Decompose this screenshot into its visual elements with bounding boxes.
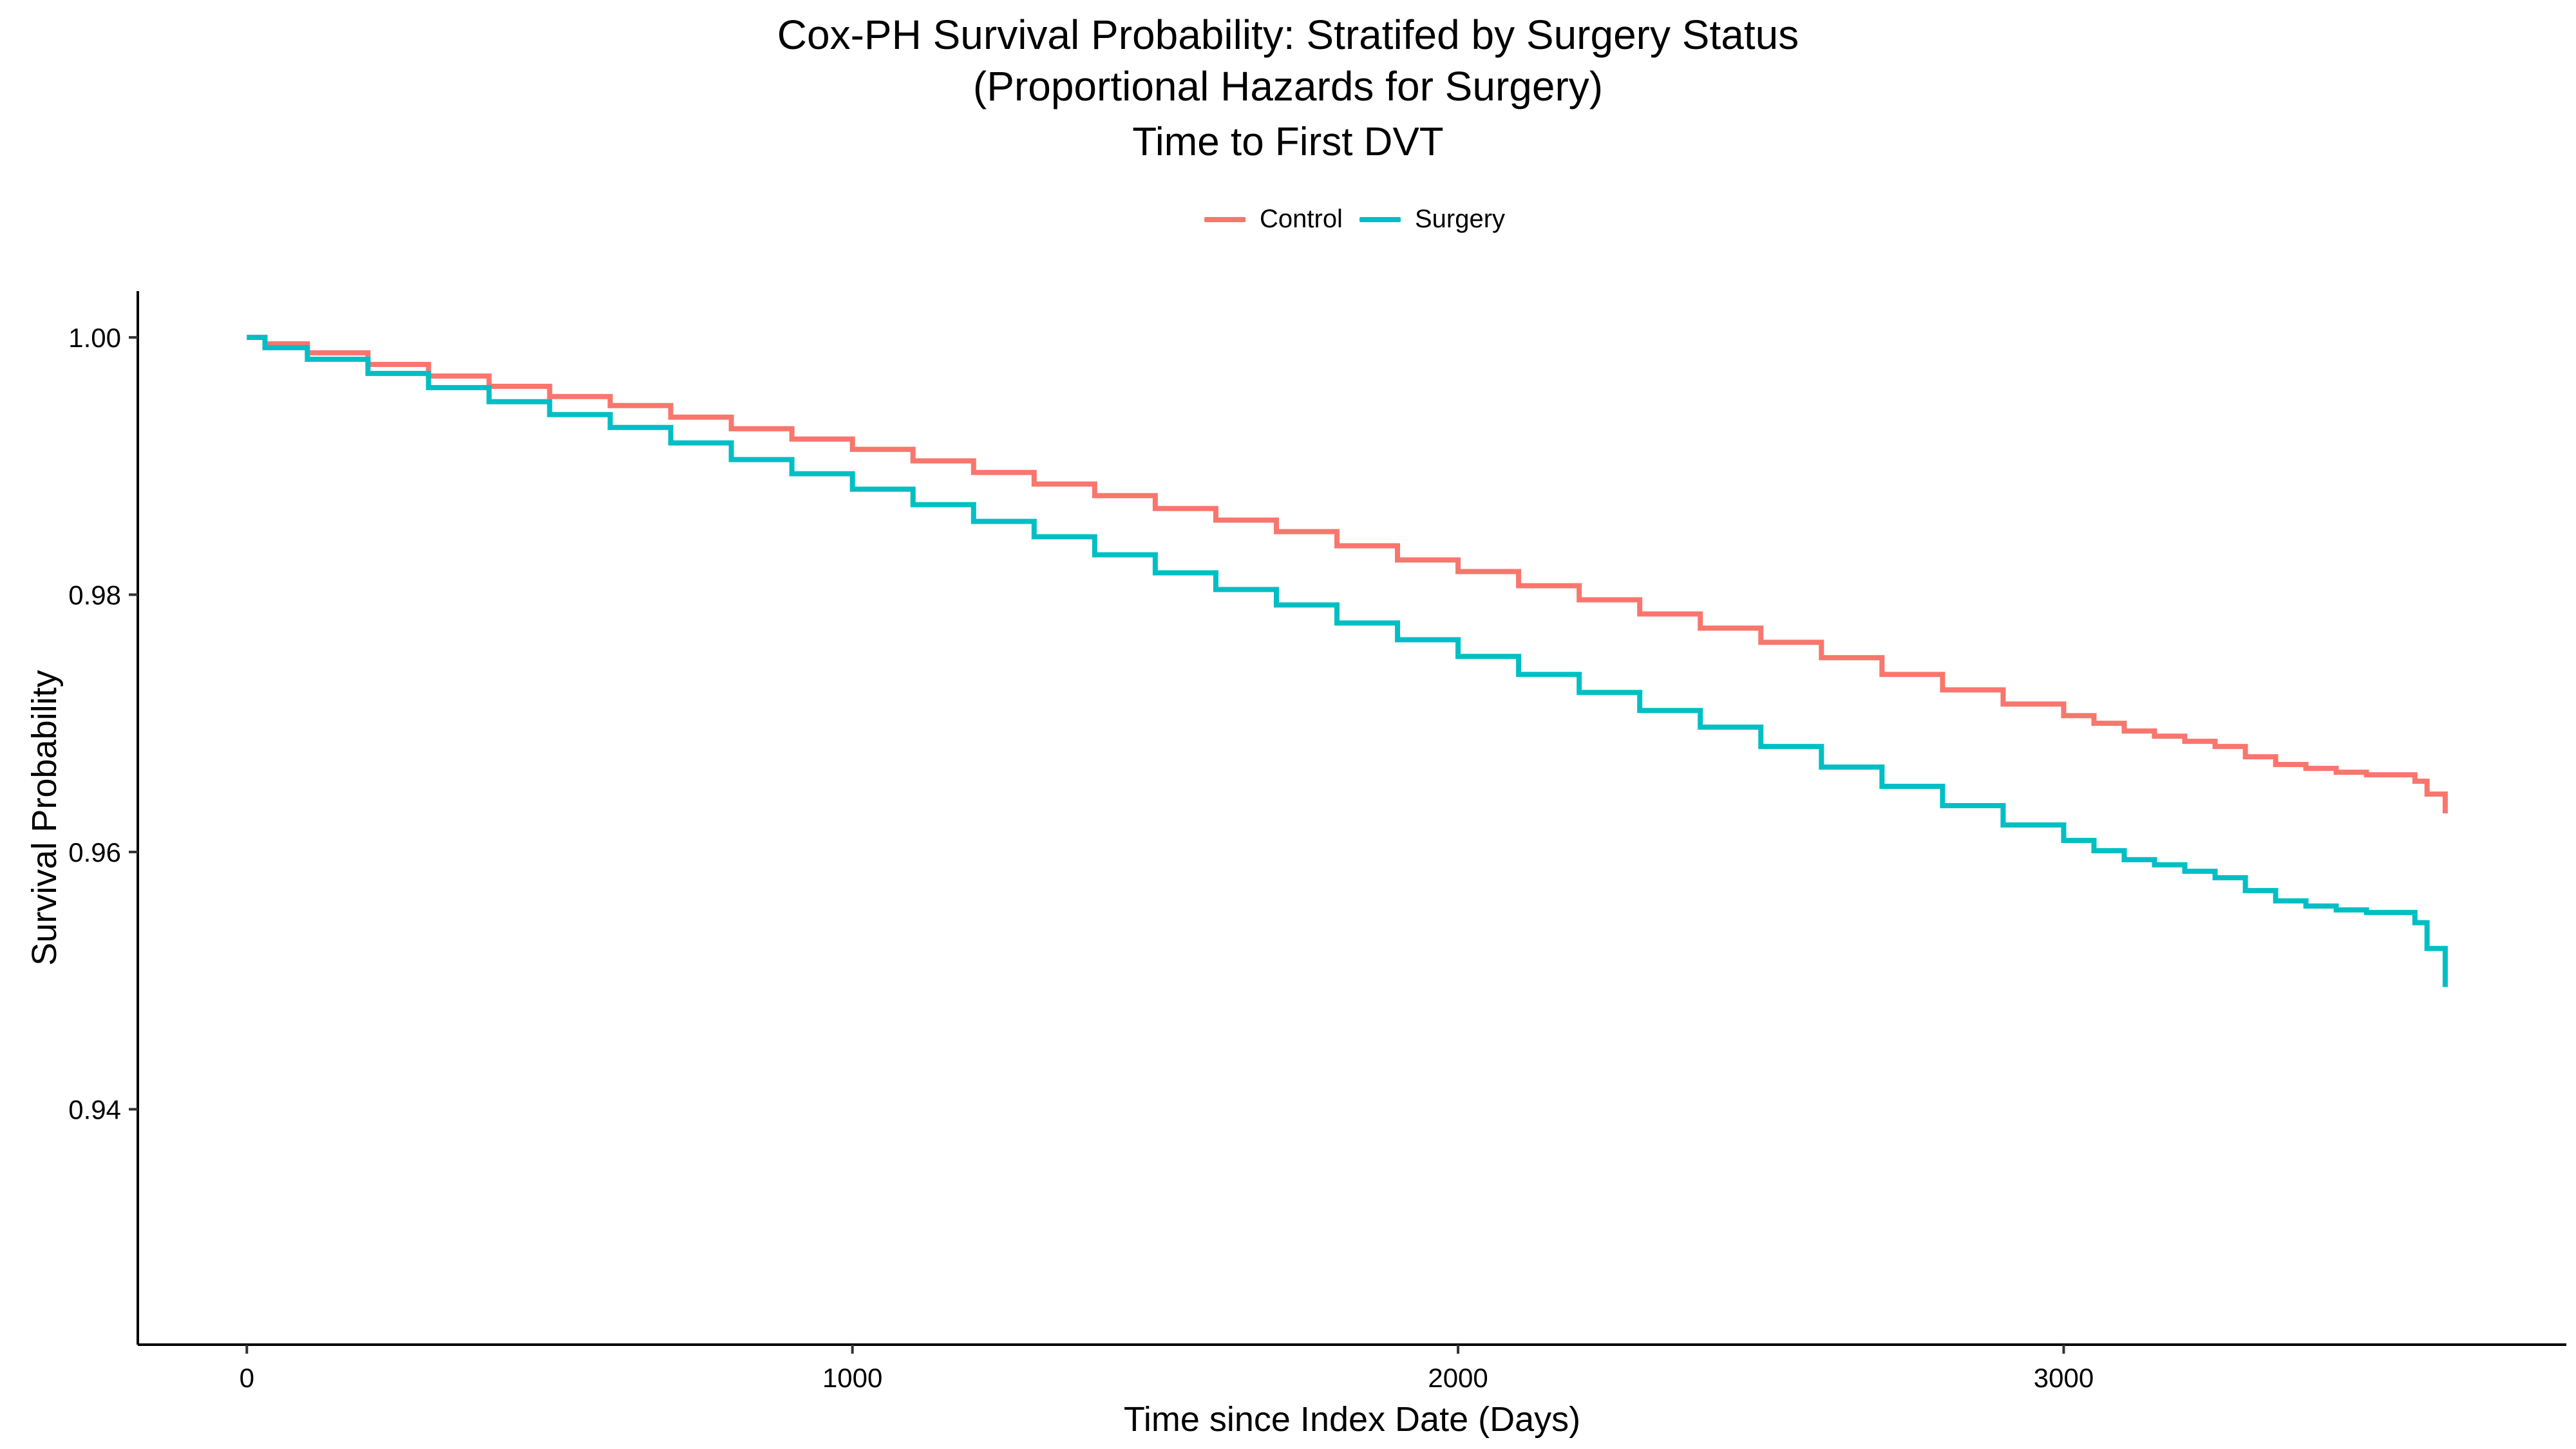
chart-subtitle-2: Time to First DVT (1132, 120, 1444, 164)
y-tick-label: 1.00 (68, 323, 121, 353)
chart-subtitle: (Proportional Hazards for Surgery) (972, 63, 1604, 109)
legend-item-surgery: Surgery (1359, 205, 1505, 234)
series-line-surgery (247, 334, 2448, 987)
legend-item-control: Control (1204, 205, 1343, 234)
series-line-control (247, 334, 2448, 814)
legend-label-surgery: Surgery (1414, 205, 1506, 233)
series-layer (247, 334, 2448, 987)
y-tick-label: 0.98 (68, 580, 121, 610)
x-tick-label: 1000 (822, 1363, 882, 1393)
x-tick-label: 0 (240, 1363, 254, 1393)
ticks: 0 1000 2000 3000 0.94 0.96 0.98 1.00 (68, 323, 2094, 1393)
x-axis-title: Time since Index Date (Days) (1124, 1400, 1580, 1439)
y-tick-label: 0.94 (68, 1094, 121, 1124)
legend-label-control: Control (1260, 205, 1343, 233)
y-tick-label: 0.96 (68, 837, 121, 867)
chart-title: Cox-PH Survival Probability: Stratifed b… (777, 12, 1799, 58)
legend-key-surgery (1359, 216, 1401, 222)
x-tick-label: 2000 (1428, 1363, 1488, 1393)
legend-key-control (1204, 216, 1245, 222)
x-tick-label: 3000 (2034, 1363, 2094, 1393)
y-axis-title: Survival Probability (25, 670, 64, 965)
legend: Control Surgery (1204, 205, 1522, 234)
axes (137, 291, 2566, 1346)
